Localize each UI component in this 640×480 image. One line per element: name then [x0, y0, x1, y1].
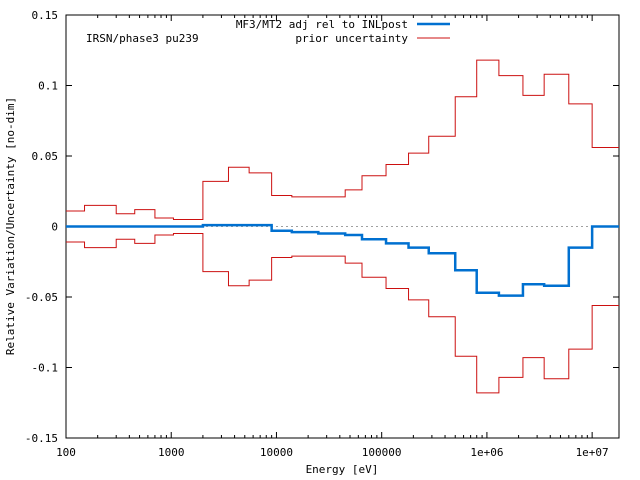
legend-label-0: MF3/MT2 adj rel to INLpost	[236, 18, 408, 31]
x-axis-title: Energy [eV]	[306, 463, 379, 476]
series-prior-uncertainty-upper	[66, 59, 619, 220]
x-tick-label-5: 1e+07	[576, 446, 609, 459]
legend: MF3/MT2 adj rel to INLpost prior uncerta…	[236, 18, 450, 45]
y-tick-label-0: -0.15	[25, 432, 58, 445]
y-tick-label-6: 0.15	[32, 9, 59, 22]
annotation: IRSN/phase3 pu239	[86, 32, 199, 45]
y-tick-label-5: 0.1	[38, 80, 58, 93]
x-tick-label-1: 1000	[158, 446, 185, 459]
legend-label-1: prior uncertainty	[295, 32, 408, 45]
y-axis-title: Relative Variation/Uncertainty [no-dim]	[4, 97, 17, 355]
y-tick-label-2: -0.05	[25, 291, 58, 304]
series-adjustment	[66, 223, 619, 297]
x-tick-label-0: 100	[56, 446, 76, 459]
x-tick-label-2: 10000	[260, 446, 293, 459]
y-tick-label-1: -0.1	[32, 362, 59, 375]
y-tick-label-4: 0.05	[32, 150, 59, 163]
x-tick-label-3: 100000	[362, 446, 402, 459]
x-tick-label-4: 1e+06	[470, 446, 503, 459]
series-prior-uncertainty-lower	[66, 233, 619, 394]
y-tick-label-3: 0	[51, 221, 58, 234]
